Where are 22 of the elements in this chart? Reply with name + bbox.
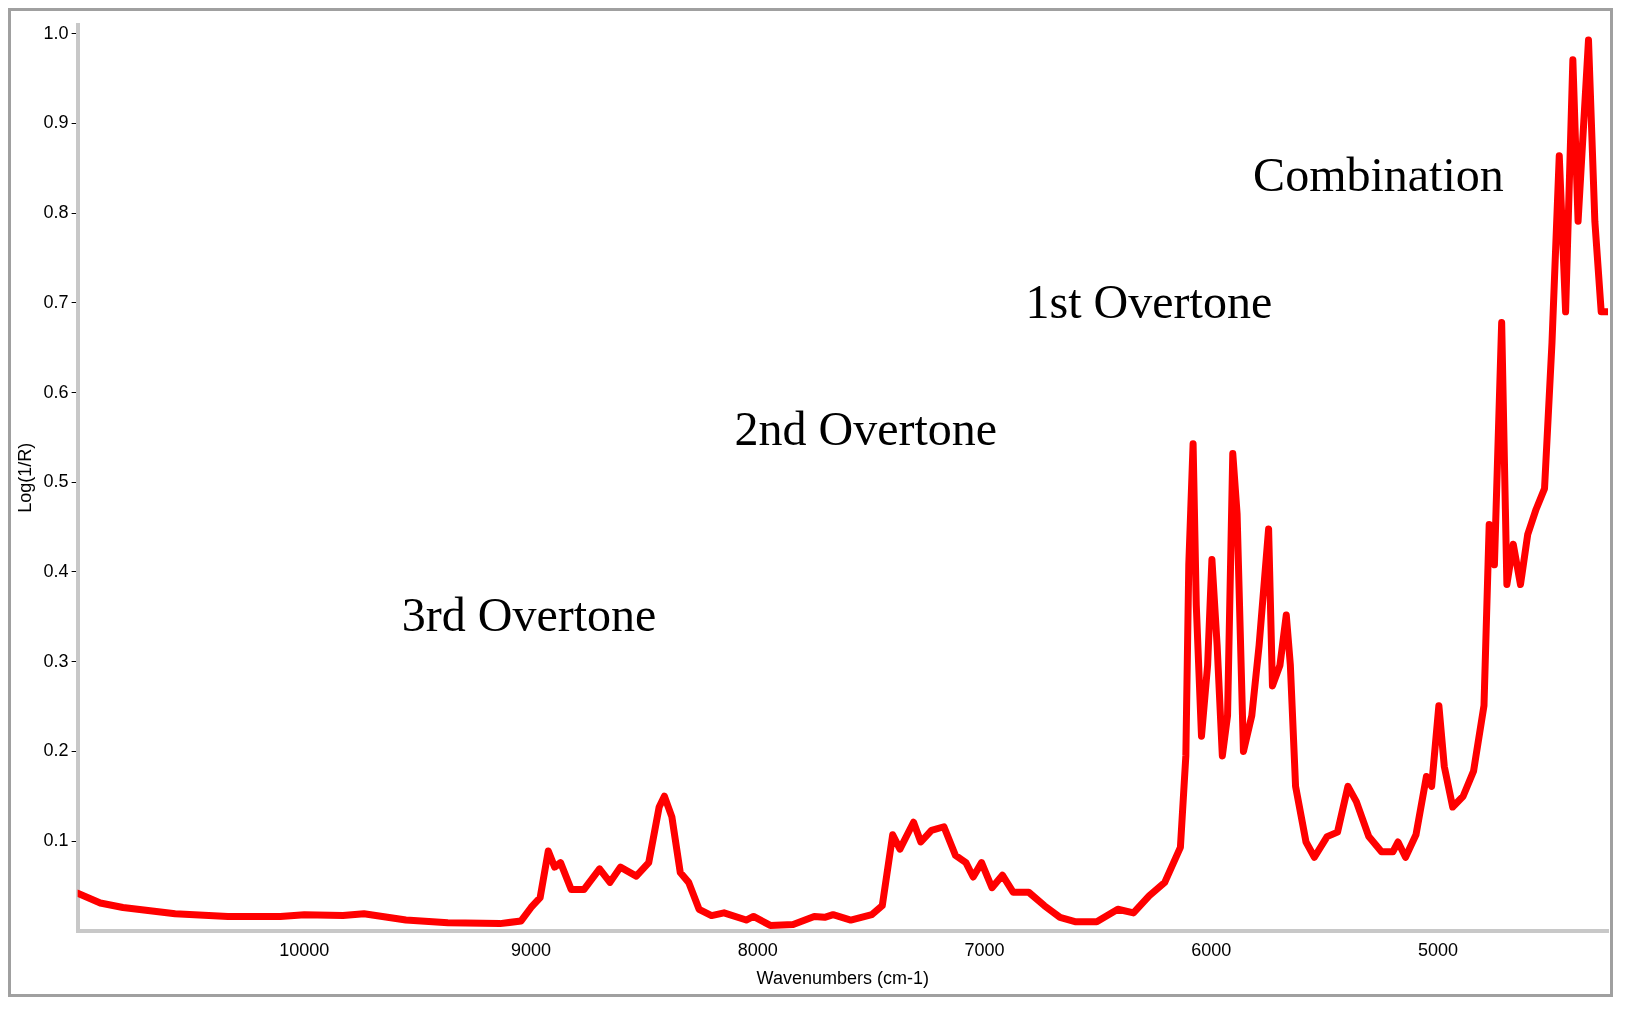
y-tick-label: 0.7 (43, 291, 69, 312)
annotation: 1st Overtone (1025, 275, 1273, 329)
y-tick-label: 0.3 (43, 650, 69, 671)
x-tick-label: 10000 (279, 939, 330, 960)
y-tick-label: 0.4 (43, 560, 69, 581)
y-tick-label: 1.0 (43, 22, 69, 43)
x-tick-label: 7000 (964, 939, 1005, 960)
y-tick-label: 0.8 (43, 202, 69, 223)
y-axis-title: Log(1/R) (14, 442, 35, 513)
annotation: 3rd Overtone (401, 587, 657, 641)
x-tick-label: 5000 (1417, 939, 1458, 960)
x-tick-label: 8000 (737, 939, 778, 960)
y-tick-label: 0.2 (43, 740, 69, 761)
y-tick-label: 0.5 (43, 471, 69, 492)
y-tick-label: 0.9 (43, 112, 69, 133)
y-tick-label: 0.6 (43, 381, 69, 402)
annotation: 2nd Overtone (734, 402, 998, 456)
y-tick-label: 0.1 (43, 830, 69, 851)
x-axis-title: Wavenumbers (cm-1) (756, 968, 929, 989)
x-tick-label: 6000 (1191, 939, 1232, 960)
annotation: Combination (1253, 148, 1504, 202)
x-tick-label: 9000 (511, 939, 552, 960)
